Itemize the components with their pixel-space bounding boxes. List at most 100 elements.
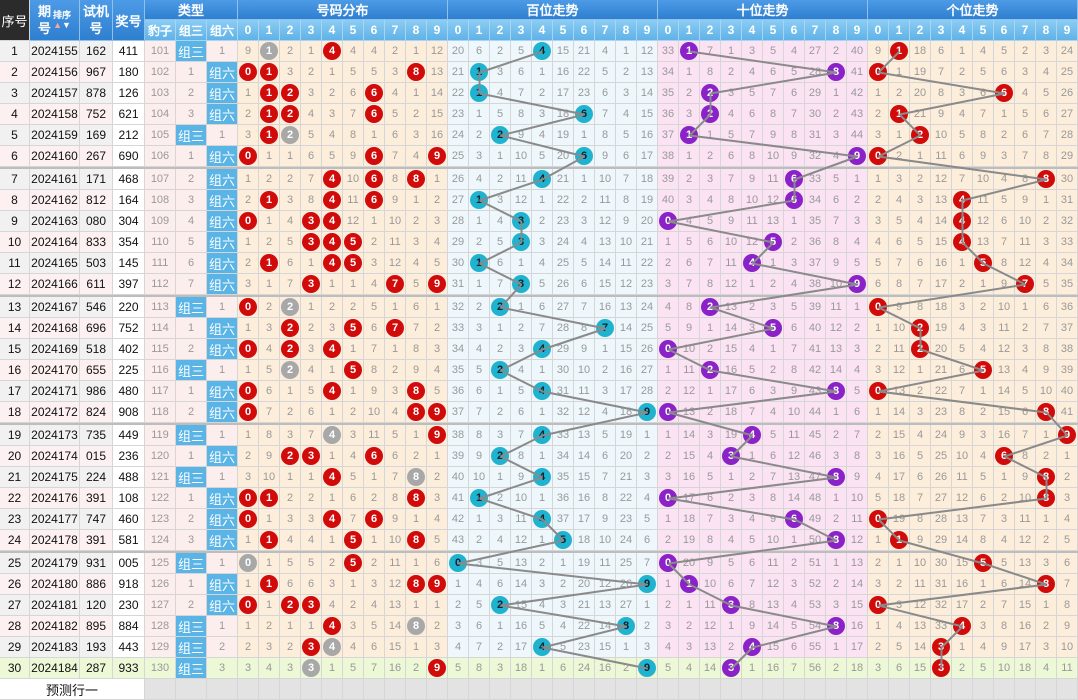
predict-cell[interactable]	[658, 679, 679, 700]
tens-cell: 9	[847, 467, 868, 488]
row-test-number: 824	[80, 402, 113, 423]
predict-cell[interactable]	[847, 679, 868, 700]
header-issue[interactable]: 期号排序 ▲▼	[30, 0, 80, 41]
predict-cell[interactable]	[238, 679, 259, 700]
distribution-cell: 1	[385, 297, 406, 318]
distribution-cell: 0	[238, 488, 259, 509]
predict-cell[interactable]	[364, 679, 385, 700]
predict-cell[interactable]	[574, 679, 595, 700]
predict-cell[interactable]	[595, 679, 616, 700]
predict-cell[interactable]	[145, 679, 176, 700]
distribution-ball-1: 1	[260, 126, 278, 144]
predict-cell[interactable]	[784, 679, 805, 700]
predict-cell[interactable]	[343, 679, 364, 700]
units-cell: 4	[910, 425, 931, 446]
units-cell: 6	[1015, 402, 1036, 423]
tens-cell: 43	[805, 381, 826, 402]
row-seq: 8	[0, 190, 30, 211]
predict-cell[interactable]	[889, 679, 910, 700]
predict-cell[interactable]	[406, 679, 427, 700]
predict-cell[interactable]	[427, 679, 448, 700]
predict-cell[interactable]	[511, 679, 532, 700]
predict-cell[interactable]	[679, 679, 700, 700]
distribution-cell: 1	[322, 360, 343, 381]
predict-cell[interactable]	[301, 679, 322, 700]
distribution-cell: 1	[343, 274, 364, 295]
units-cell: 11	[889, 339, 910, 360]
distribution-cell: 2	[322, 553, 343, 574]
header-digit: 9	[847, 20, 868, 41]
hundreds-cell: 1	[490, 381, 511, 402]
predict-cell[interactable]	[1057, 679, 1078, 700]
predict-cell[interactable]	[207, 679, 238, 700]
predict-cell[interactable]	[637, 679, 658, 700]
distribution-cell: 2	[238, 446, 259, 467]
row-issue: 2024184	[30, 658, 80, 679]
distribution-cell: 12	[427, 41, 448, 62]
tens-cell: 10	[784, 402, 805, 423]
hundreds-cell: 5	[490, 553, 511, 574]
predict-cell[interactable]	[700, 679, 721, 700]
tens-cell: 3	[721, 658, 742, 679]
hundreds-ball-3: 3	[512, 212, 530, 230]
predict-cell[interactable]	[973, 679, 994, 700]
units-cell: 3	[1036, 232, 1057, 253]
predict-cell[interactable]	[490, 679, 511, 700]
predict-cell[interactable]	[826, 679, 847, 700]
distribution-cell: 7	[259, 402, 280, 423]
predict-cell[interactable]	[994, 679, 1015, 700]
predict-cell[interactable]	[763, 679, 784, 700]
hundreds-cell: 7	[595, 467, 616, 488]
distribution-cell: 3	[301, 509, 322, 530]
hundreds-cell: 15	[616, 339, 637, 360]
predict-cell[interactable]	[616, 679, 637, 700]
predict-cell[interactable]	[469, 679, 490, 700]
units-ball-0: 0	[869, 63, 887, 81]
distribution-cell: 2	[343, 595, 364, 616]
predict-cell[interactable]	[532, 679, 553, 700]
tens-cell: 48	[805, 488, 826, 509]
tens-cell: 5	[700, 211, 721, 232]
predict-cell[interactable]	[868, 679, 889, 700]
predict-cell[interactable]	[805, 679, 826, 700]
predict-cell[interactable]	[910, 679, 931, 700]
hundreds-cell: 1	[532, 488, 553, 509]
sort-button[interactable]: 排序 ▲▼	[53, 10, 71, 30]
tens-cell: 34	[805, 190, 826, 211]
row-issue: 2024173	[30, 425, 80, 446]
distribution-ball-0: 0	[239, 489, 257, 507]
type-hit: 组六	[207, 211, 238, 232]
distribution-cell: 4	[322, 595, 343, 616]
predict-cell[interactable]	[259, 679, 280, 700]
predict-cell[interactable]	[322, 679, 343, 700]
predict-cell[interactable]	[176, 679, 207, 700]
tens-cell: 1	[679, 125, 700, 146]
hundreds-cell: 6	[595, 446, 616, 467]
hundreds-cell: 12	[595, 211, 616, 232]
predict-cell[interactable]	[1015, 679, 1036, 700]
units-cell: 10	[1015, 488, 1036, 509]
distribution-cell: 8	[406, 381, 427, 402]
predict-cell[interactable]	[385, 679, 406, 700]
tens-cell: 8	[700, 530, 721, 551]
row-seq: 16	[0, 360, 30, 381]
predict-cell[interactable]	[1036, 679, 1057, 700]
tens-cell: 44	[847, 125, 868, 146]
distribution-cell: 7	[385, 274, 406, 295]
predict-cell[interactable]	[280, 679, 301, 700]
predict-cell[interactable]	[952, 679, 973, 700]
units-cell: 3	[868, 211, 889, 232]
hundreds-cell: 20	[574, 574, 595, 595]
header-type-1: 组三	[176, 20, 207, 41]
distribution-ball-7: 7	[386, 319, 404, 337]
predict-cell[interactable]	[448, 679, 469, 700]
header-digit: 6	[994, 20, 1015, 41]
predict-cell[interactable]	[553, 679, 574, 700]
units-cell: 3	[1015, 62, 1036, 83]
predict-cell[interactable]	[721, 679, 742, 700]
predict-cell[interactable]	[931, 679, 952, 700]
distribution-cell: 0	[238, 146, 259, 167]
predict-cell[interactable]	[742, 679, 763, 700]
distribution-cell: 5	[301, 381, 322, 402]
tens-cell: 34	[658, 62, 679, 83]
